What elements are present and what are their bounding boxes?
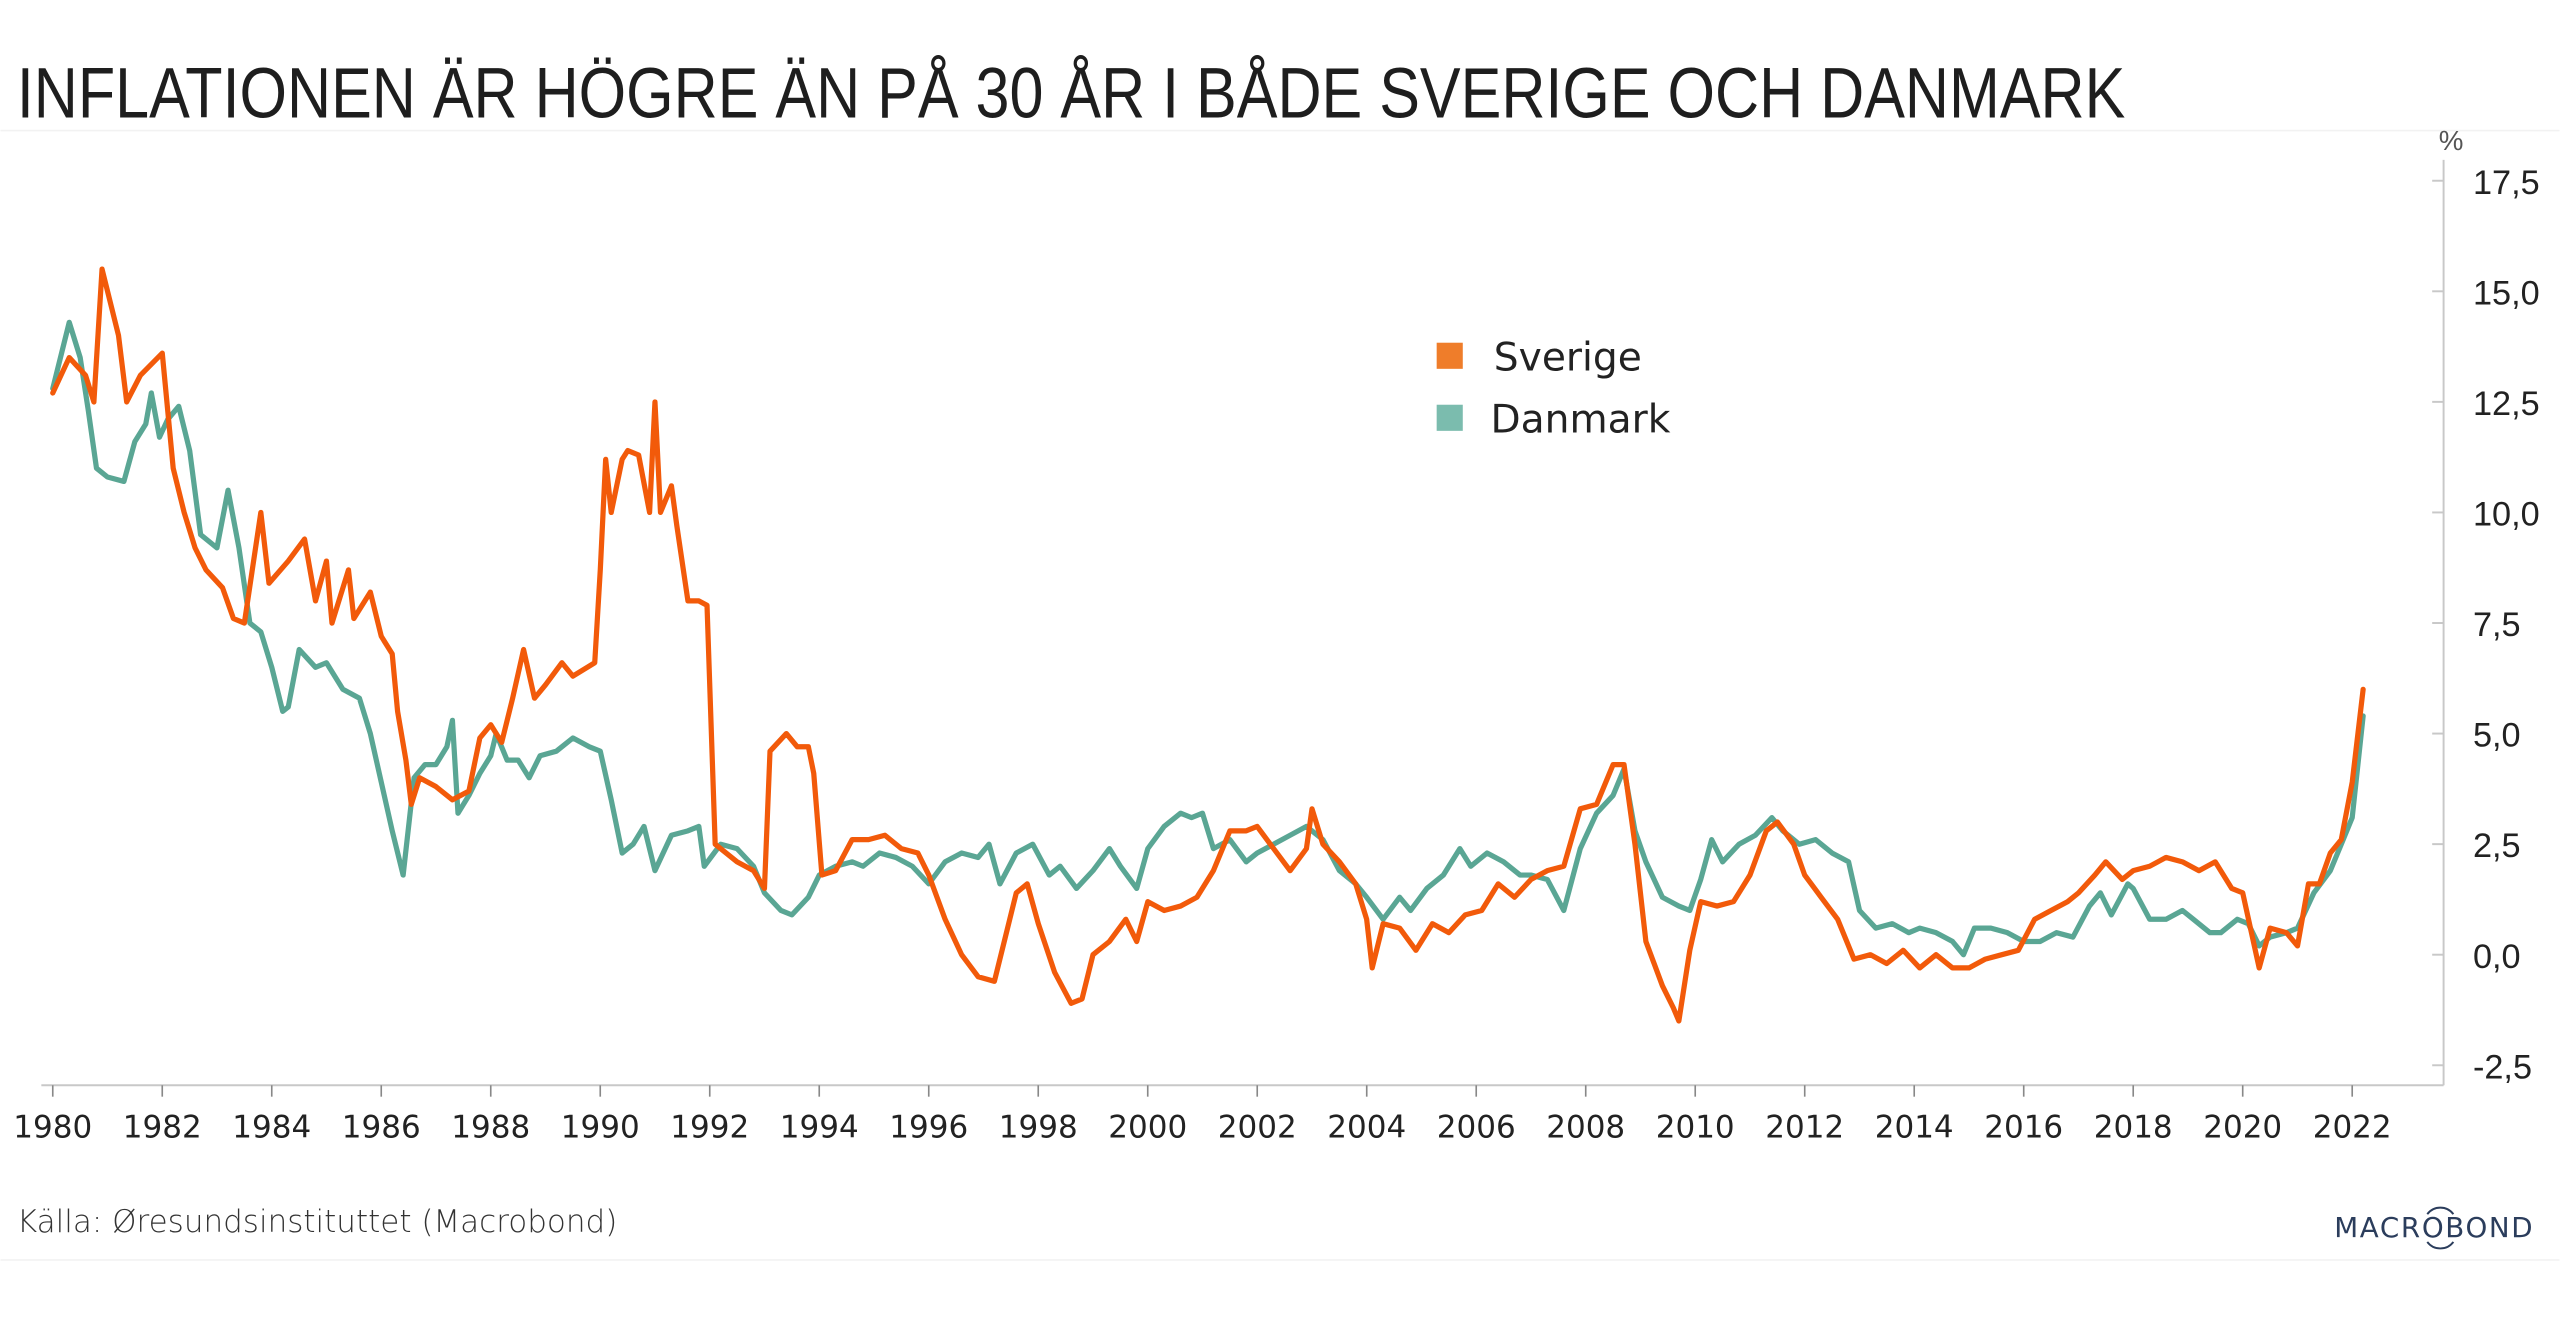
- legend-swatch-sverige: [1436, 342, 1463, 369]
- x-tick-label: 2002: [1218, 1109, 1297, 1145]
- logo-arc-icon: [2426, 1241, 2455, 1250]
- x-tick-label: 1992: [670, 1109, 749, 1145]
- x-tick-label: 1990: [561, 1109, 640, 1145]
- y-axis-unit: %: [2439, 125, 2464, 156]
- x-tick-label: 2000: [1108, 1109, 1187, 1145]
- x-tick-label: 1984: [232, 1109, 311, 1145]
- x-tick-label: 1996: [889, 1109, 968, 1145]
- x-tick-label: 1980: [13, 1109, 92, 1145]
- legend-label-danmark: Danmark: [1491, 397, 1671, 442]
- legend: Sverige Danmark: [1436, 335, 1671, 442]
- x-tick-label: 2008: [1546, 1109, 1625, 1145]
- x-tick-label: 1998: [999, 1109, 1078, 1145]
- source-note: Källa: Øresundsinstituttet (Macrobond): [17, 1204, 617, 1240]
- y-tick-label: 17,5: [2473, 164, 2540, 202]
- x-tick-label: 1994: [780, 1109, 859, 1145]
- y-tick-label: 5,0: [2473, 717, 2521, 755]
- series-line-sverige: [50, 266, 2366, 1024]
- x-tick-label: 2018: [2094, 1109, 2173, 1145]
- x-tick-label: 1986: [342, 1109, 421, 1145]
- macrobond-logo: MACROBOND: [2334, 1206, 2534, 1250]
- x-tick-label: 2022: [2313, 1109, 2392, 1145]
- y-ticks: 17,5 15,0 12,5 10,0 7,5 5,0 2,5 0,0 -2,5: [2432, 164, 2540, 1086]
- y-tick-label: 7,5: [2473, 606, 2521, 644]
- x-tick-label: 2010: [1656, 1109, 1735, 1145]
- legend-swatch-danmark: [1436, 404, 1463, 431]
- logo-text: MACROBOND: [2334, 1211, 2534, 1244]
- y-tick-label: 0,0: [2473, 938, 2521, 976]
- series-line-danmark: [50, 319, 2366, 958]
- y-tick-label: -2,5: [2473, 1048, 2532, 1086]
- legend-label-sverige: Sverige: [1494, 335, 1642, 380]
- x-tick-label: 2004: [1327, 1109, 1406, 1145]
- x-ticks: 1980 1982 1984 1986 1988 1990 1992 1994 1996 1998…: [13, 1085, 2392, 1145]
- x-tick-label: 1982: [123, 1109, 202, 1145]
- y-tick-label: 10,0: [2473, 495, 2540, 533]
- x-tick-label: 2014: [1875, 1109, 1954, 1145]
- x-tick-label: 2006: [1437, 1109, 1516, 1145]
- logo-arc-icon: [2426, 1206, 2455, 1215]
- x-tick-label: 2012: [1765, 1109, 1844, 1145]
- y-tick-label: 2,5: [2473, 827, 2521, 865]
- x-tick-label: 2020: [2203, 1109, 2282, 1145]
- y-tick-label: 12,5: [2473, 385, 2540, 423]
- series-lines: [50, 266, 2366, 1024]
- x-tick-label: 1988: [451, 1109, 530, 1145]
- x-tick-label: 2016: [1984, 1109, 2063, 1145]
- chart-title: INFLATIONEN ÄR HÖGRE ÄN PÅ 30 ÅR I BÅDE …: [17, 54, 2126, 134]
- y-tick-label: 15,0: [2473, 274, 2540, 312]
